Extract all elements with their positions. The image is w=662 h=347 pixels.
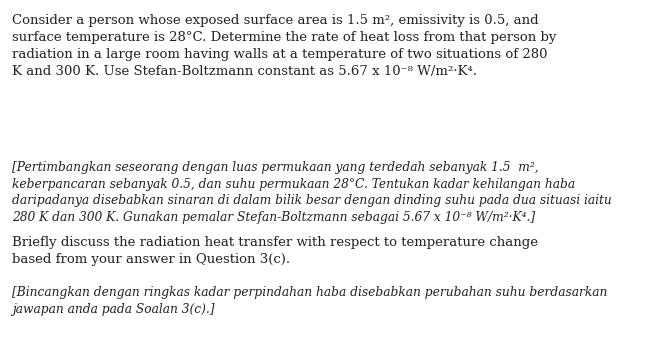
Text: [Pertimbangkan seseorang dengan luas permukaan yang terdedah sebanyak 1.5  m²,
k: [Pertimbangkan seseorang dengan luas per… bbox=[12, 161, 612, 224]
Text: Consider a person whose exposed surface area is 1.5 m², emissivity is 0.5, and
s: Consider a person whose exposed surface … bbox=[12, 14, 556, 78]
Text: [Bincangkan dengan ringkas kadar perpindahan haba disebabkan perubahan suhu berd: [Bincangkan dengan ringkas kadar perpind… bbox=[12, 286, 607, 316]
Text: Briefly discuss the radiation heat transfer with respect to temperature change
b: Briefly discuss the radiation heat trans… bbox=[12, 236, 538, 266]
